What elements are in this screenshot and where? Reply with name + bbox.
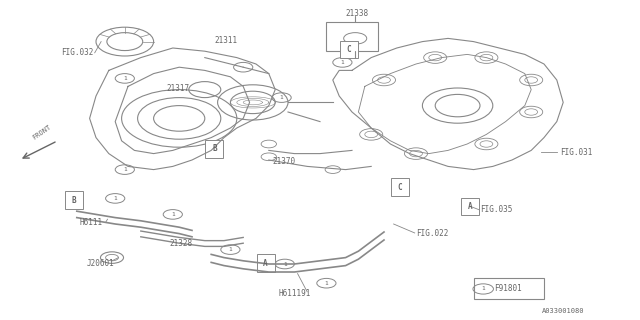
Text: 1: 1 xyxy=(123,167,127,172)
Text: H6111: H6111 xyxy=(80,218,103,227)
Bar xyxy=(205,140,223,158)
Text: H611191: H611191 xyxy=(278,289,311,298)
Bar xyxy=(391,179,409,196)
Text: 21317: 21317 xyxy=(166,84,189,92)
Text: C: C xyxy=(397,183,403,192)
Text: A033001080: A033001080 xyxy=(542,308,584,314)
Bar xyxy=(65,191,83,209)
Text: FIG.032: FIG.032 xyxy=(61,48,93,57)
Text: 21328: 21328 xyxy=(170,239,193,248)
Text: 21338: 21338 xyxy=(346,9,369,18)
Text: B: B xyxy=(212,144,217,153)
Bar xyxy=(326,22,378,51)
Text: FIG.031: FIG.031 xyxy=(560,148,593,156)
Text: F91801: F91801 xyxy=(494,284,522,293)
Text: 21370: 21370 xyxy=(272,157,295,166)
Text: 1: 1 xyxy=(324,281,328,286)
Text: FIG.035: FIG.035 xyxy=(480,205,513,214)
Text: FRONT: FRONT xyxy=(31,124,52,141)
Text: 1: 1 xyxy=(340,60,344,65)
Text: 21311: 21311 xyxy=(214,36,237,44)
Text: J20601: J20601 xyxy=(86,260,114,268)
Text: 1: 1 xyxy=(481,286,485,292)
Text: C: C xyxy=(346,45,351,54)
Text: 1: 1 xyxy=(113,196,117,201)
Text: 1: 1 xyxy=(123,76,127,81)
Bar xyxy=(340,41,358,59)
Bar xyxy=(257,254,275,272)
Text: 1: 1 xyxy=(228,247,232,252)
Text: FIG.022: FIG.022 xyxy=(416,229,449,238)
Text: 1: 1 xyxy=(171,212,175,217)
Text: A: A xyxy=(468,202,473,211)
Bar xyxy=(461,198,479,215)
Text: 1: 1 xyxy=(280,95,284,100)
Text: A: A xyxy=(263,259,268,268)
Text: 1: 1 xyxy=(283,261,287,267)
Text: B: B xyxy=(71,196,76,204)
Bar xyxy=(474,278,544,299)
